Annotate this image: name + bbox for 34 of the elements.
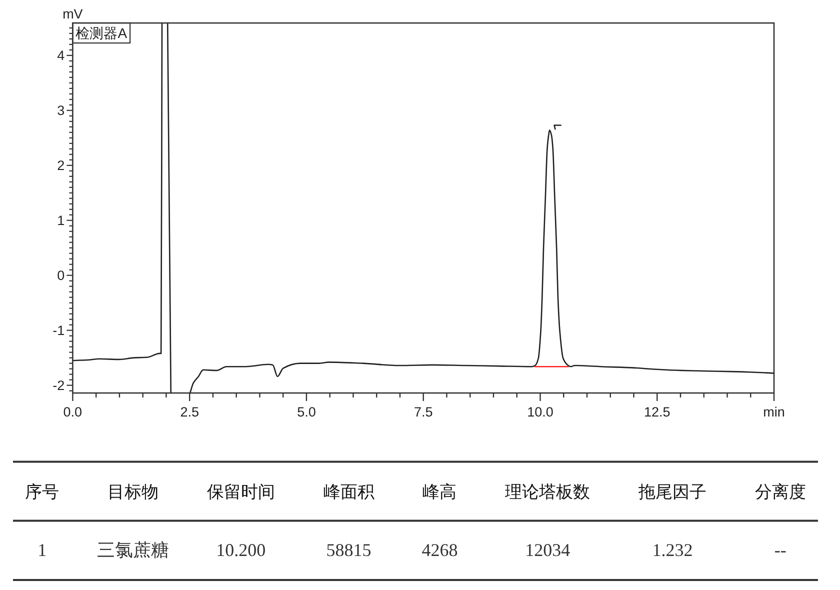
y-tick-label: 4 xyxy=(57,48,66,63)
y-tick-label: -2 xyxy=(52,378,65,393)
text: -- xyxy=(774,540,786,560)
y-tick-label: -1 xyxy=(52,322,65,338)
x-tick-label: 10.0 xyxy=(527,404,554,420)
category-label: 分离度 xyxy=(754,482,806,502)
text: 10.200 xyxy=(216,540,266,560)
text: 4268 xyxy=(422,540,458,560)
line-series xyxy=(189,130,775,394)
category-label: 目标物 xyxy=(108,482,158,502)
category-label: 拖尾因子 xyxy=(638,482,706,502)
x-tick-label: 0.0 xyxy=(63,404,82,420)
y-tick-label: 0 xyxy=(57,268,65,283)
text: 1.232 xyxy=(652,540,693,560)
category-label: 峰高 xyxy=(422,482,457,502)
x-tick-label: 2.5 xyxy=(180,404,199,420)
y-tick-label: 1 xyxy=(57,212,65,228)
x-tick-label: min xyxy=(763,404,785,420)
y-axis-title: mV xyxy=(62,6,83,22)
y-tick-label: 3 xyxy=(57,102,65,118)
text: 三氯蔗糖 xyxy=(97,540,169,560)
category-label: 序号 xyxy=(25,482,60,502)
category-label: 理论塔板数 xyxy=(505,482,590,502)
annotation: 检测器A xyxy=(76,25,128,41)
category-label: 峰面积 xyxy=(323,482,374,502)
y-tick-label: 2 xyxy=(57,158,65,173)
text: 58815 xyxy=(326,540,372,560)
x-tick-label: 7.5 xyxy=(414,404,433,420)
text: 1 xyxy=(38,540,47,560)
x-tick-label: 12.5 xyxy=(644,404,670,420)
category-label: 保留时间 xyxy=(206,482,275,502)
line-series xyxy=(72,22,163,362)
x-tick-label: 5.0 xyxy=(297,404,316,420)
text: 12034 xyxy=(525,540,570,560)
